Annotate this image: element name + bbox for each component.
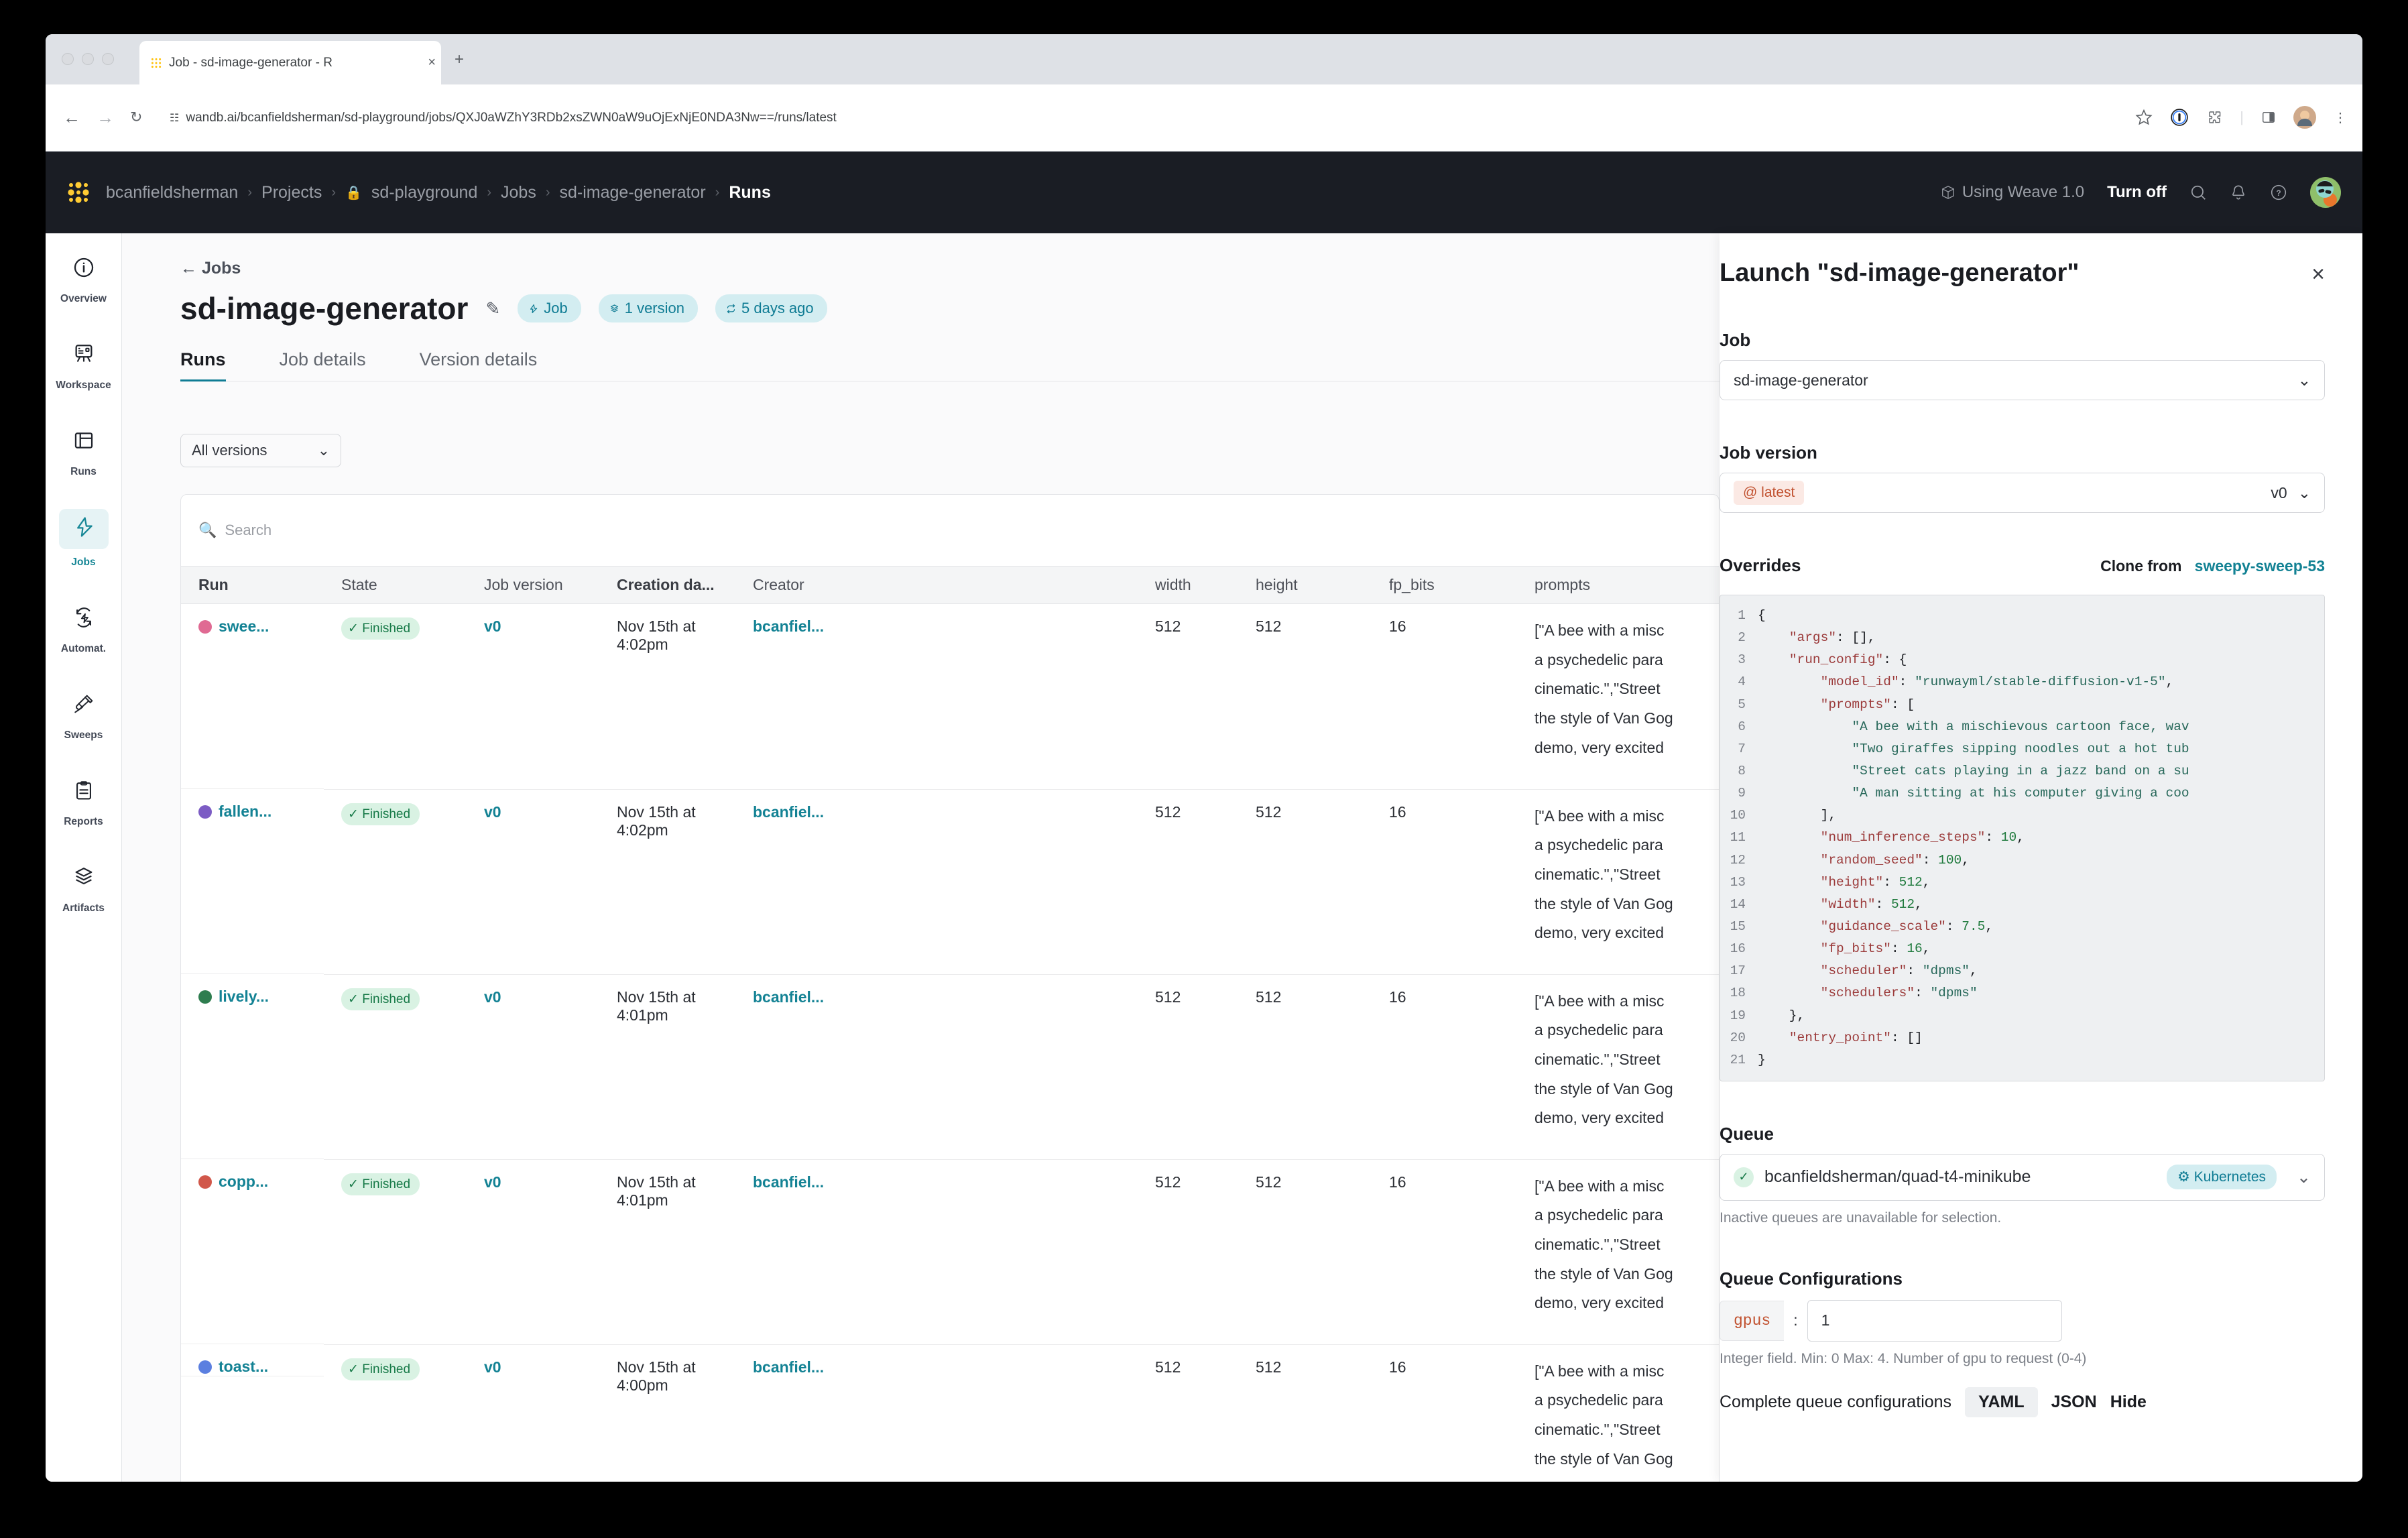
svg-text:?: ? <box>2276 188 2281 198</box>
